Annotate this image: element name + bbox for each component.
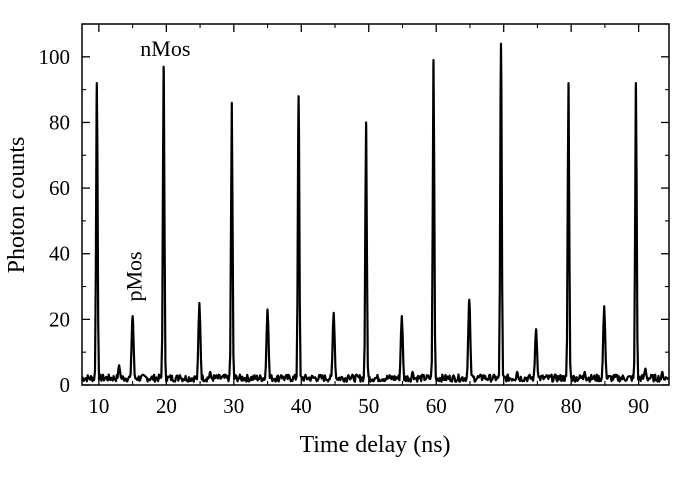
x-tick-label: 30 bbox=[223, 394, 244, 418]
x-tick-label: 80 bbox=[561, 394, 582, 418]
x-tick-label: 40 bbox=[291, 394, 312, 418]
x-tick-label: 60 bbox=[426, 394, 447, 418]
x-tick-label: 10 bbox=[88, 394, 109, 418]
plot-frame bbox=[81, 23, 670, 386]
tick-labels: 10 20 30 40 50 60 70 80 90 0 20 40 60 80 100 bbox=[39, 45, 650, 418]
series-line-photon-counts bbox=[81, 42, 670, 383]
peak-marks bbox=[97, 44, 662, 375]
x-tick-label: 50 bbox=[358, 394, 379, 418]
x-tick-label: 70 bbox=[493, 394, 514, 418]
x-axis-label: Time delay (ns) bbox=[299, 432, 450, 458]
axis-ticks bbox=[82, 23, 669, 386]
x-tick-label: 90 bbox=[628, 394, 649, 418]
y-tick-label: 20 bbox=[49, 307, 70, 331]
y-tick-label: 60 bbox=[49, 176, 70, 200]
y-axis-label: Photon counts bbox=[4, 137, 30, 274]
annotation-pmos: pMos bbox=[122, 251, 147, 301]
y-tick-label: 0 bbox=[60, 373, 71, 397]
y-tick-label: 100 bbox=[39, 45, 71, 69]
y-tick-label: 80 bbox=[49, 110, 70, 134]
y-tick-label: 40 bbox=[49, 242, 70, 266]
x-tick-label: 20 bbox=[156, 394, 177, 418]
annotation-nmos: nMos bbox=[140, 36, 190, 61]
